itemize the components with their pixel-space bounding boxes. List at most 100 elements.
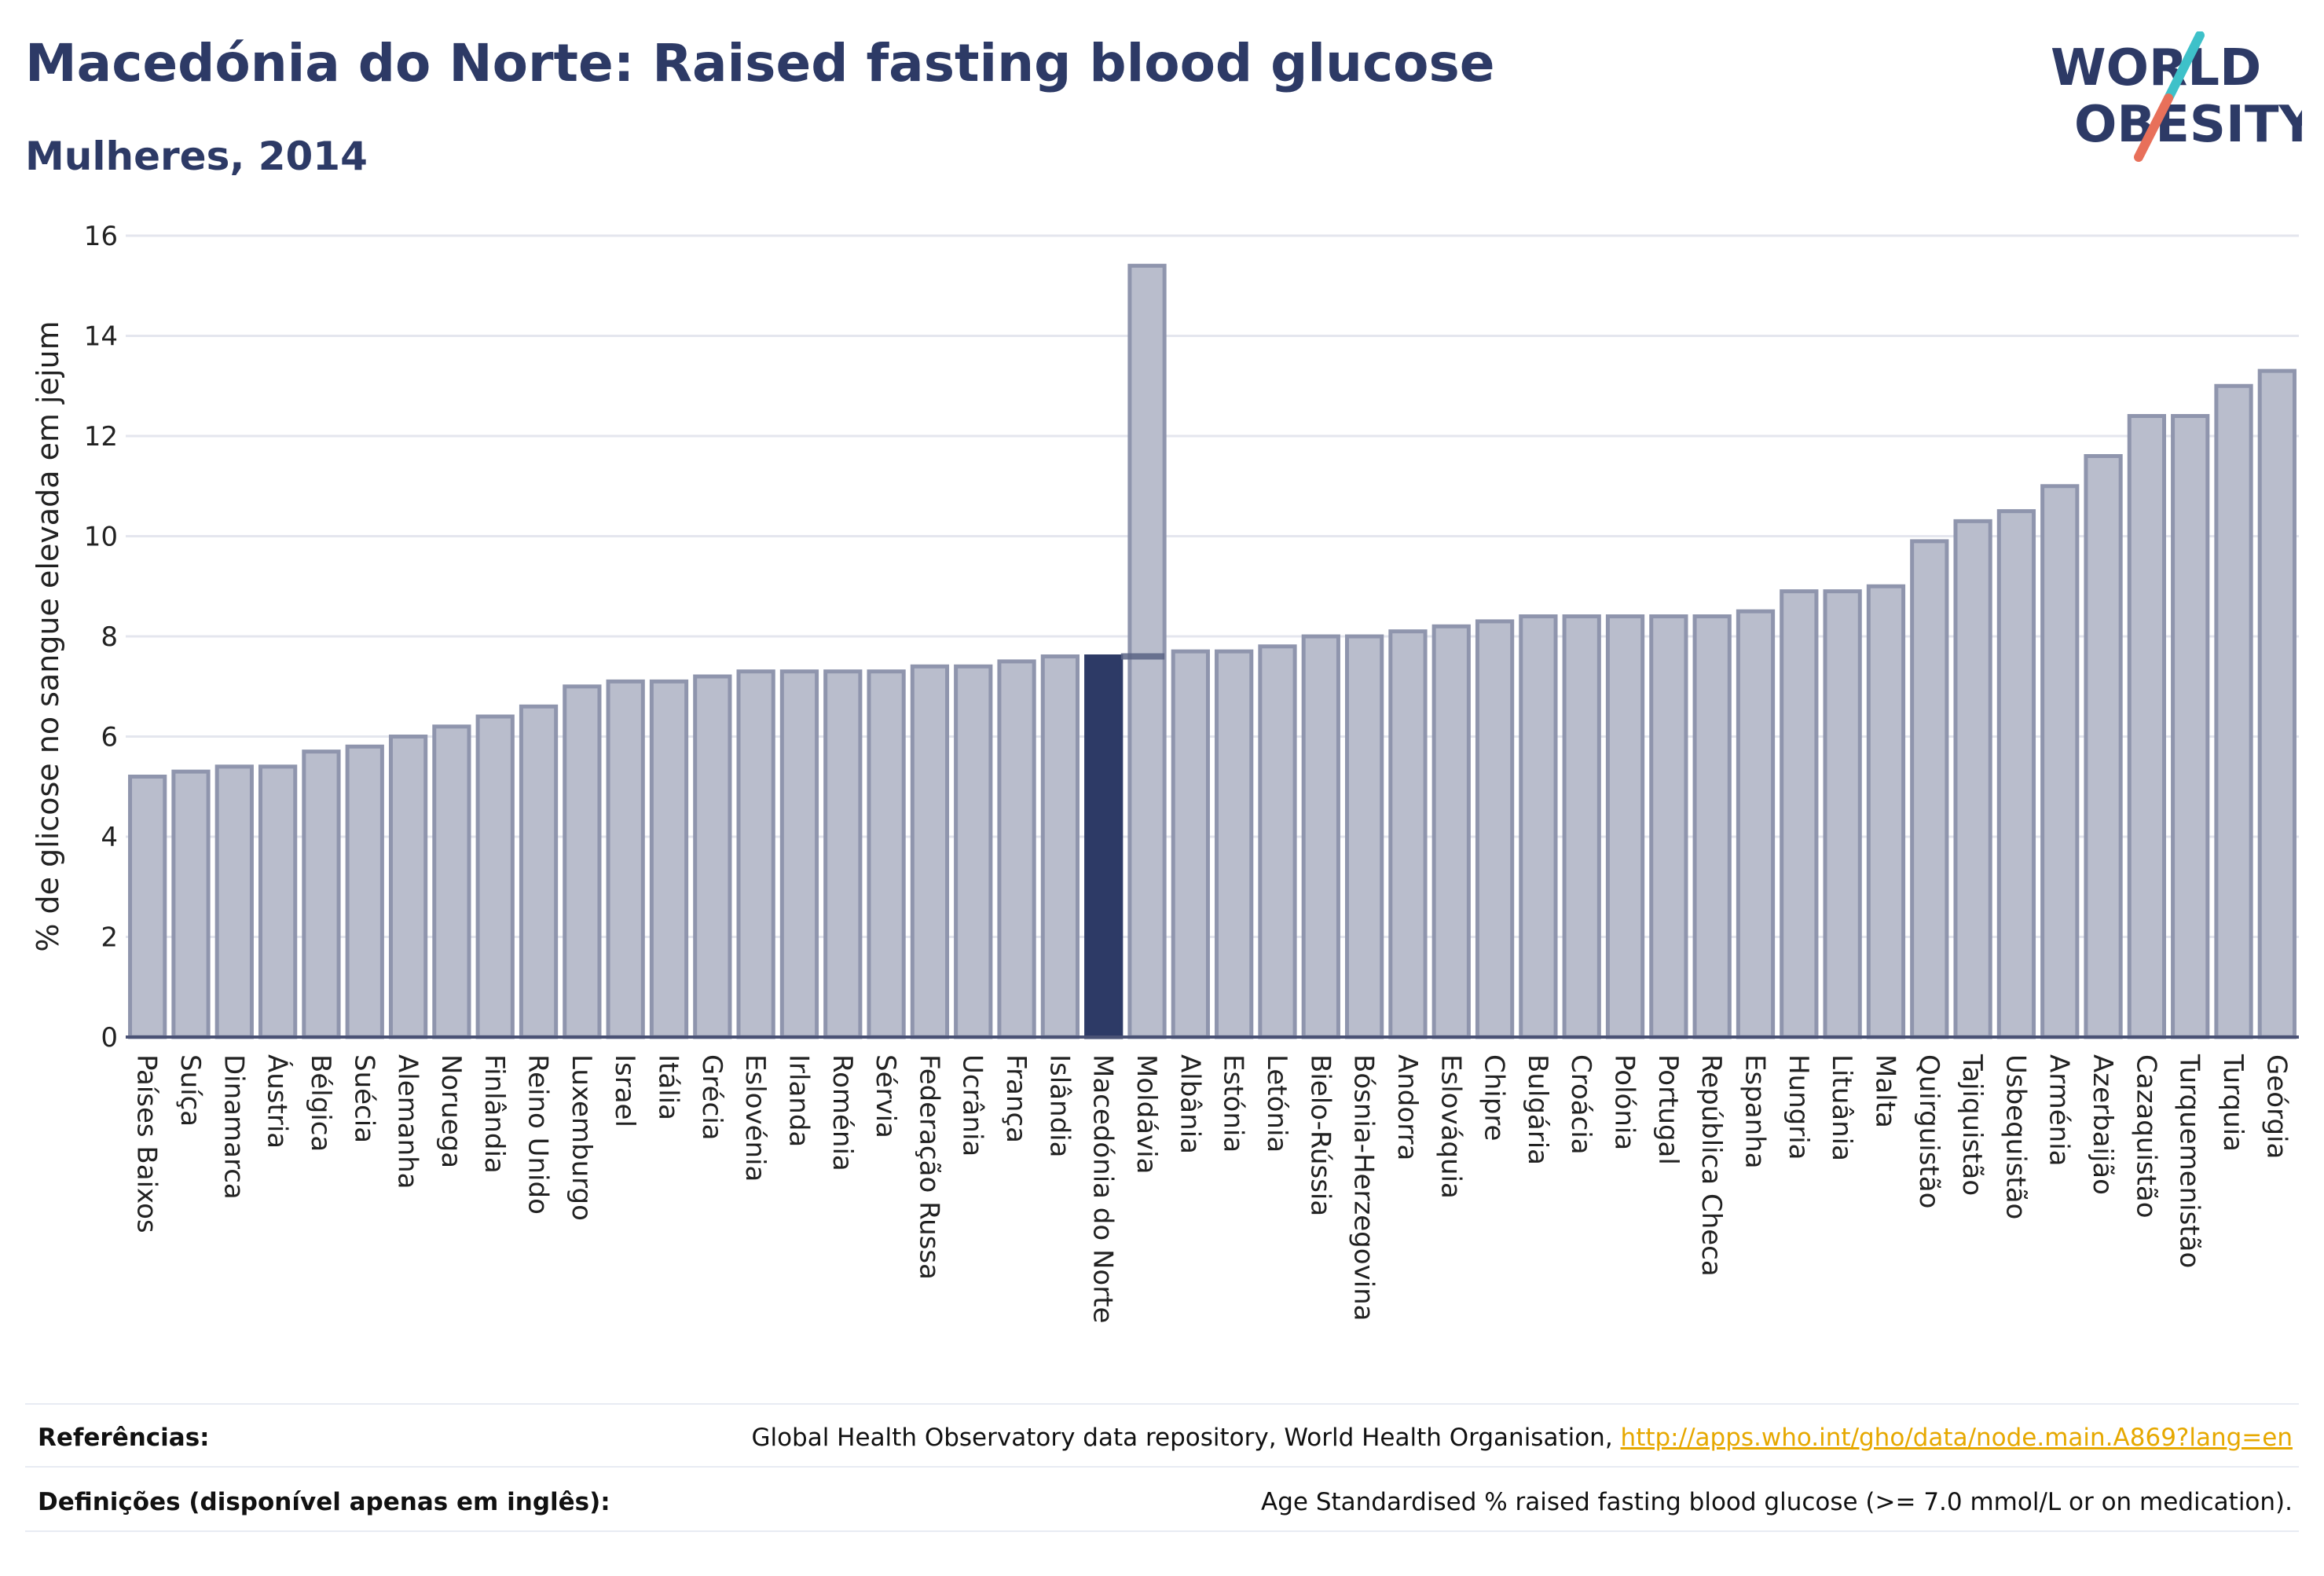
x-tick-label: França [1000, 1054, 1032, 1143]
x-tick-label: Espanha [1739, 1054, 1771, 1169]
bar [1562, 614, 1601, 1039]
bar [345, 744, 384, 1039]
x-tick-label: Hungria [1783, 1054, 1814, 1160]
footer-divider-bottom [25, 1530, 2299, 1532]
bar [1996, 509, 2036, 1039]
x-tick-label: Países Baixos [131, 1054, 163, 1233]
bar [649, 679, 689, 1039]
x-tick-label: Cazaquistão [2130, 1054, 2161, 1219]
bar [823, 669, 863, 1039]
bar [519, 704, 559, 1039]
references-text: Global Health Observatory data repositor… [751, 1424, 1621, 1452]
bar-chart: 0 2 4 6 8 10 12 14 16 % de glicose no sangue elev… [31, 221, 2299, 1323]
y-tick-label: 8 [101, 621, 118, 653]
bar [736, 669, 775, 1039]
bar [1649, 614, 1688, 1039]
x-tick-label: Ucrânia [957, 1054, 988, 1156]
bar [2257, 368, 2297, 1039]
logo-slash-top [2164, 31, 2205, 103]
bar [1605, 614, 1645, 1039]
x-tick-label: Alemanha [392, 1054, 423, 1189]
bar-highlight [1084, 654, 1124, 1039]
bar [779, 669, 819, 1039]
x-tick-label: Portugal [1652, 1054, 1684, 1165]
bar [606, 679, 645, 1039]
x-tick-label: Croácia [1565, 1054, 1596, 1155]
y-tick-label: 12 [84, 421, 118, 453]
bar [2127, 414, 2167, 1039]
bar [214, 764, 254, 1039]
x-tick-label: Usbequistão [2000, 1054, 2031, 1219]
x-tick-label: Eslováquia [1435, 1054, 1466, 1199]
y-tick-label: 0 [101, 1022, 118, 1054]
bar [2214, 383, 2253, 1039]
y-axis-label: % de glicose no sangue elevada em jejum [31, 321, 65, 951]
bar [432, 724, 471, 1039]
bar [2171, 414, 2210, 1039]
x-tick-label: Suécia [348, 1054, 379, 1143]
x-tick-label: Eslovénia [739, 1054, 771, 1182]
y-tick-label: 16 [84, 221, 118, 252]
x-tick-label: Reino Unido [522, 1054, 554, 1215]
x-tick-label: Lituânia [1826, 1054, 1857, 1161]
x-tick-label: Finlândia [478, 1054, 510, 1174]
x-tick-label: Islândia [1043, 1054, 1075, 1157]
references-link[interactable]: http://apps.who.int/gho/data/node.main.A… [1620, 1424, 2293, 1452]
x-tick-label: Geórgia [2260, 1054, 2292, 1159]
logo-word-obesity: OBESITY [2074, 96, 2302, 154]
x-tick-label: Andorra [1391, 1054, 1423, 1160]
x-tick-label: Roménia [827, 1054, 858, 1171]
footer-divider-middle [25, 1466, 2299, 1468]
y-tick-label: 14 [84, 321, 118, 353]
x-tick-label: Quirguistão [1913, 1054, 1945, 1208]
x-tick-label: Luxemburgo [566, 1054, 597, 1221]
x-tick-label: Áustria [262, 1054, 294, 1149]
x-tick-label: Grécia [696, 1054, 728, 1140]
x-tick-label: Arménia [2044, 1054, 2075, 1167]
bar [302, 750, 341, 1039]
y-tick-label: 4 [101, 822, 118, 853]
x-tick-label: Letónia [1261, 1054, 1292, 1153]
x-tick-label: Noruega [435, 1054, 467, 1168]
bar [1736, 609, 1776, 1039]
chart-title: Macedónia do Norte: Raised fasting blood… [25, 33, 1495, 93]
x-tick-label: Tajiquistão [1956, 1054, 1988, 1196]
logo-slash-bottom [2134, 93, 2173, 162]
bar [693, 674, 732, 1039]
bar [1301, 634, 1340, 1039]
x-tick-label: Turquemenistão [2174, 1054, 2205, 1268]
bar [1431, 624, 1471, 1039]
bar [1215, 649, 1254, 1039]
bar [1040, 654, 1080, 1039]
bar [2040, 484, 2080, 1039]
x-tick-label: Federação Russa [913, 1054, 944, 1280]
x-tick-label: Irlanda [783, 1054, 814, 1147]
bar [910, 664, 950, 1039]
definitions-label: Definições (disponível apenas em inglês)… [38, 1488, 610, 1516]
x-tick-label: Turquia [2217, 1054, 2249, 1152]
x-tick-label: Dinamarca [218, 1054, 249, 1200]
x-tick-label: Chipre [1479, 1054, 1510, 1141]
y-tick-label: 6 [101, 722, 118, 753]
x-tick-label: Malta [1869, 1054, 1901, 1128]
bar [563, 684, 602, 1039]
bar [997, 659, 1036, 1039]
world-obesity-logo: WORLD OBESITY [2051, 31, 2302, 162]
x-tick-label: Estónia [1218, 1054, 1249, 1153]
bar [867, 669, 906, 1039]
x-tick-label: Macedónia do Norte [1087, 1054, 1119, 1323]
x-tick-label: Albânia [1174, 1054, 1205, 1154]
x-tick-label: Itália [653, 1054, 684, 1120]
x-tick-label: Israel [609, 1054, 640, 1127]
x-tick-label: Bulgária [1522, 1054, 1553, 1165]
x-tick-label: Suíça [174, 1054, 206, 1127]
bar [258, 764, 298, 1039]
bar [1127, 263, 1167, 1039]
bar [1780, 589, 1819, 1039]
bar [1258, 644, 1297, 1039]
definitions-text: Age Standardised % raised fasting blood … [1261, 1488, 2293, 1516]
bar [1171, 649, 1210, 1039]
bar [1910, 539, 1949, 1039]
x-tick-label: Bélgica [305, 1054, 336, 1152]
y-tick-label: 10 [84, 522, 118, 553]
